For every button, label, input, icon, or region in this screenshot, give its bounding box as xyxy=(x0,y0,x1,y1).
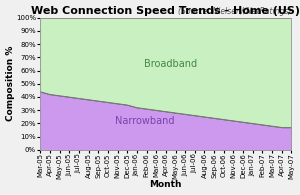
Text: (Source: Nielsen//NetRatings): (Source: Nielsen//NetRatings) xyxy=(178,7,291,16)
Text: Broadband: Broadband xyxy=(144,59,197,69)
Y-axis label: Composition %: Composition % xyxy=(6,46,15,121)
Title: Web Connection Speed Trends - Home (US): Web Connection Speed Trends - Home (US) xyxy=(31,5,300,16)
X-axis label: Month: Month xyxy=(150,180,182,190)
Text: Narrowband: Narrowband xyxy=(115,116,174,126)
